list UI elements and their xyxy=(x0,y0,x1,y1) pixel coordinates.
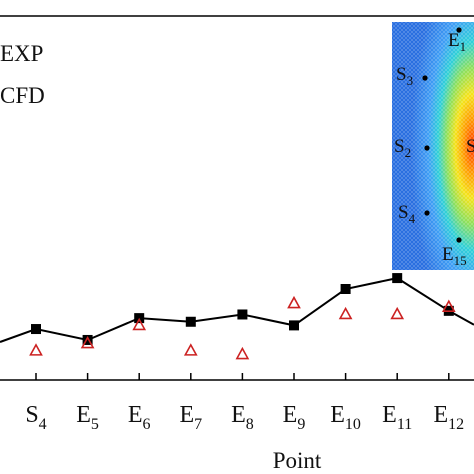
data-point-exp-4 xyxy=(237,309,248,320)
exp-series-line xyxy=(0,277,474,343)
inset-contour-image: E1 S3 S2 S S4 E15 xyxy=(392,22,474,270)
x-axis-ticks xyxy=(35,373,450,380)
legend-label-exp: EXP xyxy=(0,41,43,66)
data-point-exp-3 xyxy=(185,316,196,327)
data-point-exp-1 xyxy=(82,334,93,345)
data-point-cfd-0 xyxy=(29,343,43,356)
data-point-cfd-4 xyxy=(235,346,250,360)
series-line-exp xyxy=(0,277,474,343)
data-point-cfd-7 xyxy=(390,306,405,320)
x-tick-label-0: S4 xyxy=(25,402,46,433)
x-tick-label-3: E7 xyxy=(179,402,202,433)
inset-label-0: E1 xyxy=(448,30,466,54)
x-tick-label-7: E11 xyxy=(382,402,412,433)
data-point-cfd-8 xyxy=(441,299,456,313)
data-point-exp-0 xyxy=(31,324,41,335)
inset-point-dot-0 xyxy=(456,27,462,33)
data-point-cfd-1 xyxy=(80,335,95,349)
inset-label-5: E15 xyxy=(442,244,467,268)
x-tick-label-8: E12 xyxy=(433,402,464,433)
data-point-exp-5 xyxy=(289,320,299,331)
inset-point-dot-2 xyxy=(424,145,430,151)
x-tick-label-4: E8 xyxy=(231,402,254,433)
inset-label-2: S2 xyxy=(394,136,411,160)
inset-point-dot-5 xyxy=(456,237,462,243)
x-tick-label-2: E6 xyxy=(128,402,151,433)
inset-point-labels: E1 S3 S2 S S4 E15 xyxy=(394,27,474,268)
x-tick-label-6: E10 xyxy=(330,402,361,433)
data-marks xyxy=(29,273,456,360)
x-tick-label-1: E5 xyxy=(76,402,99,433)
x-tick-labels: S4 E5 E6 E7 E8 E9 E10 E11 E12 xyxy=(25,402,464,433)
axes-frame xyxy=(0,15,474,381)
data-point-cfd-2 xyxy=(132,317,147,331)
data-point-cfd-5 xyxy=(287,295,301,309)
inset-mesh-overlay xyxy=(392,22,474,270)
inset-label-3: S xyxy=(466,136,474,157)
x-axis-title: Point xyxy=(273,448,322,473)
data-point-exp-6 xyxy=(340,284,351,294)
inset-point-dot-4 xyxy=(424,210,430,216)
data-point-exp-7 xyxy=(392,273,403,284)
x-tick-label-5: E9 xyxy=(283,402,306,433)
inset-label-4: S4 xyxy=(398,202,416,226)
legend-label-cfd: CFD xyxy=(0,83,45,108)
data-point-cfd-6 xyxy=(338,306,353,320)
legend: EXP CFD xyxy=(0,41,45,108)
data-point-cfd-3 xyxy=(183,343,198,356)
inset-point-dot-1 xyxy=(422,75,428,81)
inset-label-1: S3 xyxy=(396,64,413,88)
